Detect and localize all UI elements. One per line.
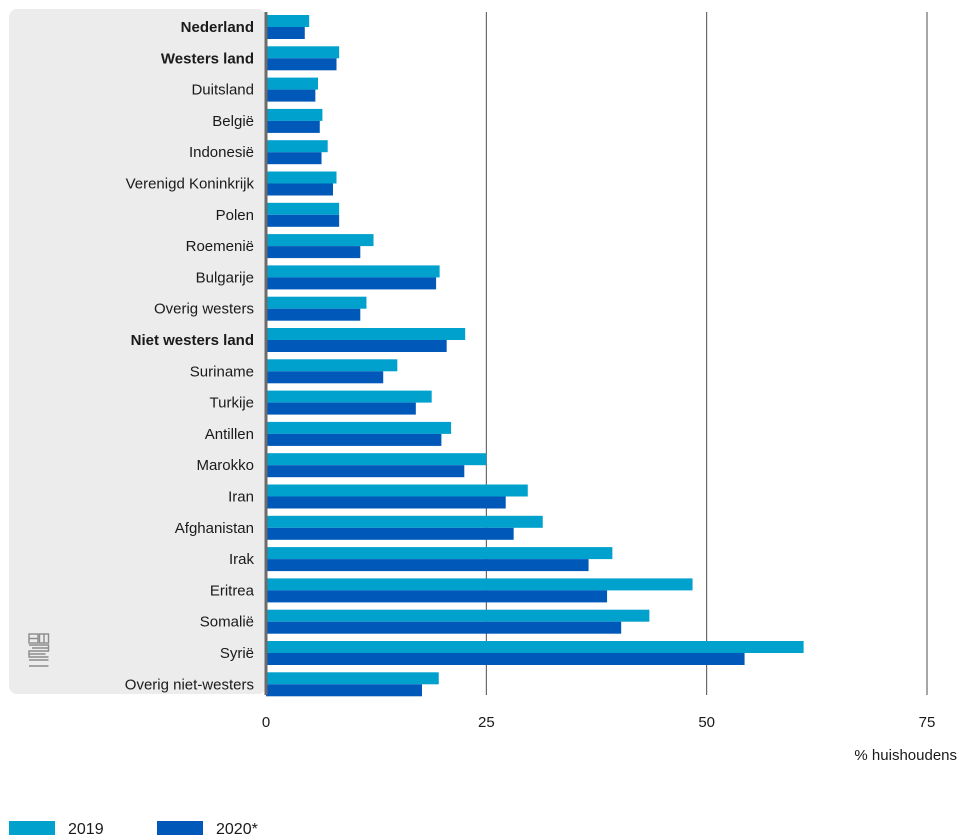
bar-2020 <box>266 214 340 227</box>
bar-2019 <box>266 328 466 340</box>
bar-2019 <box>266 15 310 27</box>
bar-2020 <box>266 371 384 384</box>
category-label: Duitsland <box>191 82 254 99</box>
bar-2019 <box>266 108 323 121</box>
bar-2020 <box>266 653 745 665</box>
legend: 2019 2020* <box>9 821 258 835</box>
bar-2019 <box>266 359 398 372</box>
x-tick-label: 50 <box>698 714 715 731</box>
bar-2019 <box>266 140 328 153</box>
legend-label: 2020* <box>216 821 258 835</box>
category-label: Iran <box>228 489 254 506</box>
bar-2019 <box>266 515 543 528</box>
bar-2019 <box>266 484 528 497</box>
bar-2019 <box>266 234 374 247</box>
bar-2020 <box>266 308 361 321</box>
category-label: België <box>212 113 254 130</box>
legend-label: 2019 <box>68 821 104 835</box>
category-label: Marokko <box>196 457 254 474</box>
bar-2019 <box>266 46 340 59</box>
bar-2020 <box>266 590 608 603</box>
category-label: Roemenië <box>186 238 254 255</box>
bar-2019 <box>266 547 613 560</box>
bar-2020 <box>266 120 320 133</box>
bar-2020 <box>266 559 589 572</box>
bar-2020 <box>266 496 506 509</box>
category-label: Overig westers <box>154 301 254 318</box>
bar-2020 <box>266 58 337 71</box>
x-tick-label: 0 <box>262 714 270 731</box>
bar-2020 <box>266 183 333 196</box>
category-label: Polen <box>216 207 254 224</box>
bar-2019 <box>266 578 693 591</box>
category-label: Niet westers land <box>131 332 254 349</box>
bar-2020 <box>266 527 514 540</box>
bar-2019 <box>266 672 439 685</box>
bar-2020 <box>266 27 305 39</box>
category-label: Syrië <box>220 645 254 662</box>
bar-2020 <box>266 621 622 634</box>
x-axis-title: % huishoudens <box>854 747 957 764</box>
x-tick-label: 25 <box>478 714 495 731</box>
category-label: Eritrea <box>210 582 255 599</box>
category-label: Somalië <box>200 614 254 631</box>
category-label: Westers land <box>161 50 254 67</box>
category-labels: Nederland Westers land Duitsland België Indo… <box>125 19 255 693</box>
cbs-logo-icon <box>28 633 50 667</box>
bar-2019 <box>266 641 804 653</box>
category-label: Afghanistan <box>175 520 254 537</box>
bar-2020 <box>266 152 322 165</box>
bar-2019 <box>266 77 318 90</box>
bar-2020 <box>266 89 316 102</box>
bar-2020 <box>266 465 465 478</box>
bar-2020 <box>266 340 447 352</box>
bar-2020 <box>266 684 422 697</box>
legend-swatch <box>157 821 203 835</box>
bar-2019 <box>266 171 337 184</box>
x-tick-label: 75 <box>919 714 936 731</box>
bar-2020 <box>266 433 442 446</box>
bar-2019 <box>266 390 432 403</box>
category-label: Indonesië <box>189 144 254 161</box>
bar-2020 <box>266 277 437 290</box>
bar-2019 <box>266 296 367 309</box>
category-label: Antillen <box>205 426 254 443</box>
category-label: Verenigd Koninkrijk <box>126 176 255 193</box>
category-label: Nederland <box>181 19 254 36</box>
category-label: Turkije <box>210 395 254 412</box>
bar-2019 <box>266 453 487 466</box>
x-tick-labels: 0 25 50 75 <box>262 714 936 731</box>
bar-2020 <box>266 402 416 415</box>
bar-2019 <box>266 609 650 622</box>
category-label: Bulgarije <box>196 269 254 286</box>
bar-2019 <box>266 202 340 215</box>
category-label: Overig niet-westers <box>125 676 254 693</box>
category-label: Suriname <box>190 363 254 380</box>
bar-2019 <box>266 421 452 434</box>
bar-2019 <box>266 265 440 278</box>
legend-swatch <box>9 821 55 835</box>
label-panel-background <box>9 9 266 694</box>
bar-2020 <box>266 246 361 259</box>
category-label: Irak <box>229 551 255 568</box>
bar-groups <box>266 15 804 697</box>
